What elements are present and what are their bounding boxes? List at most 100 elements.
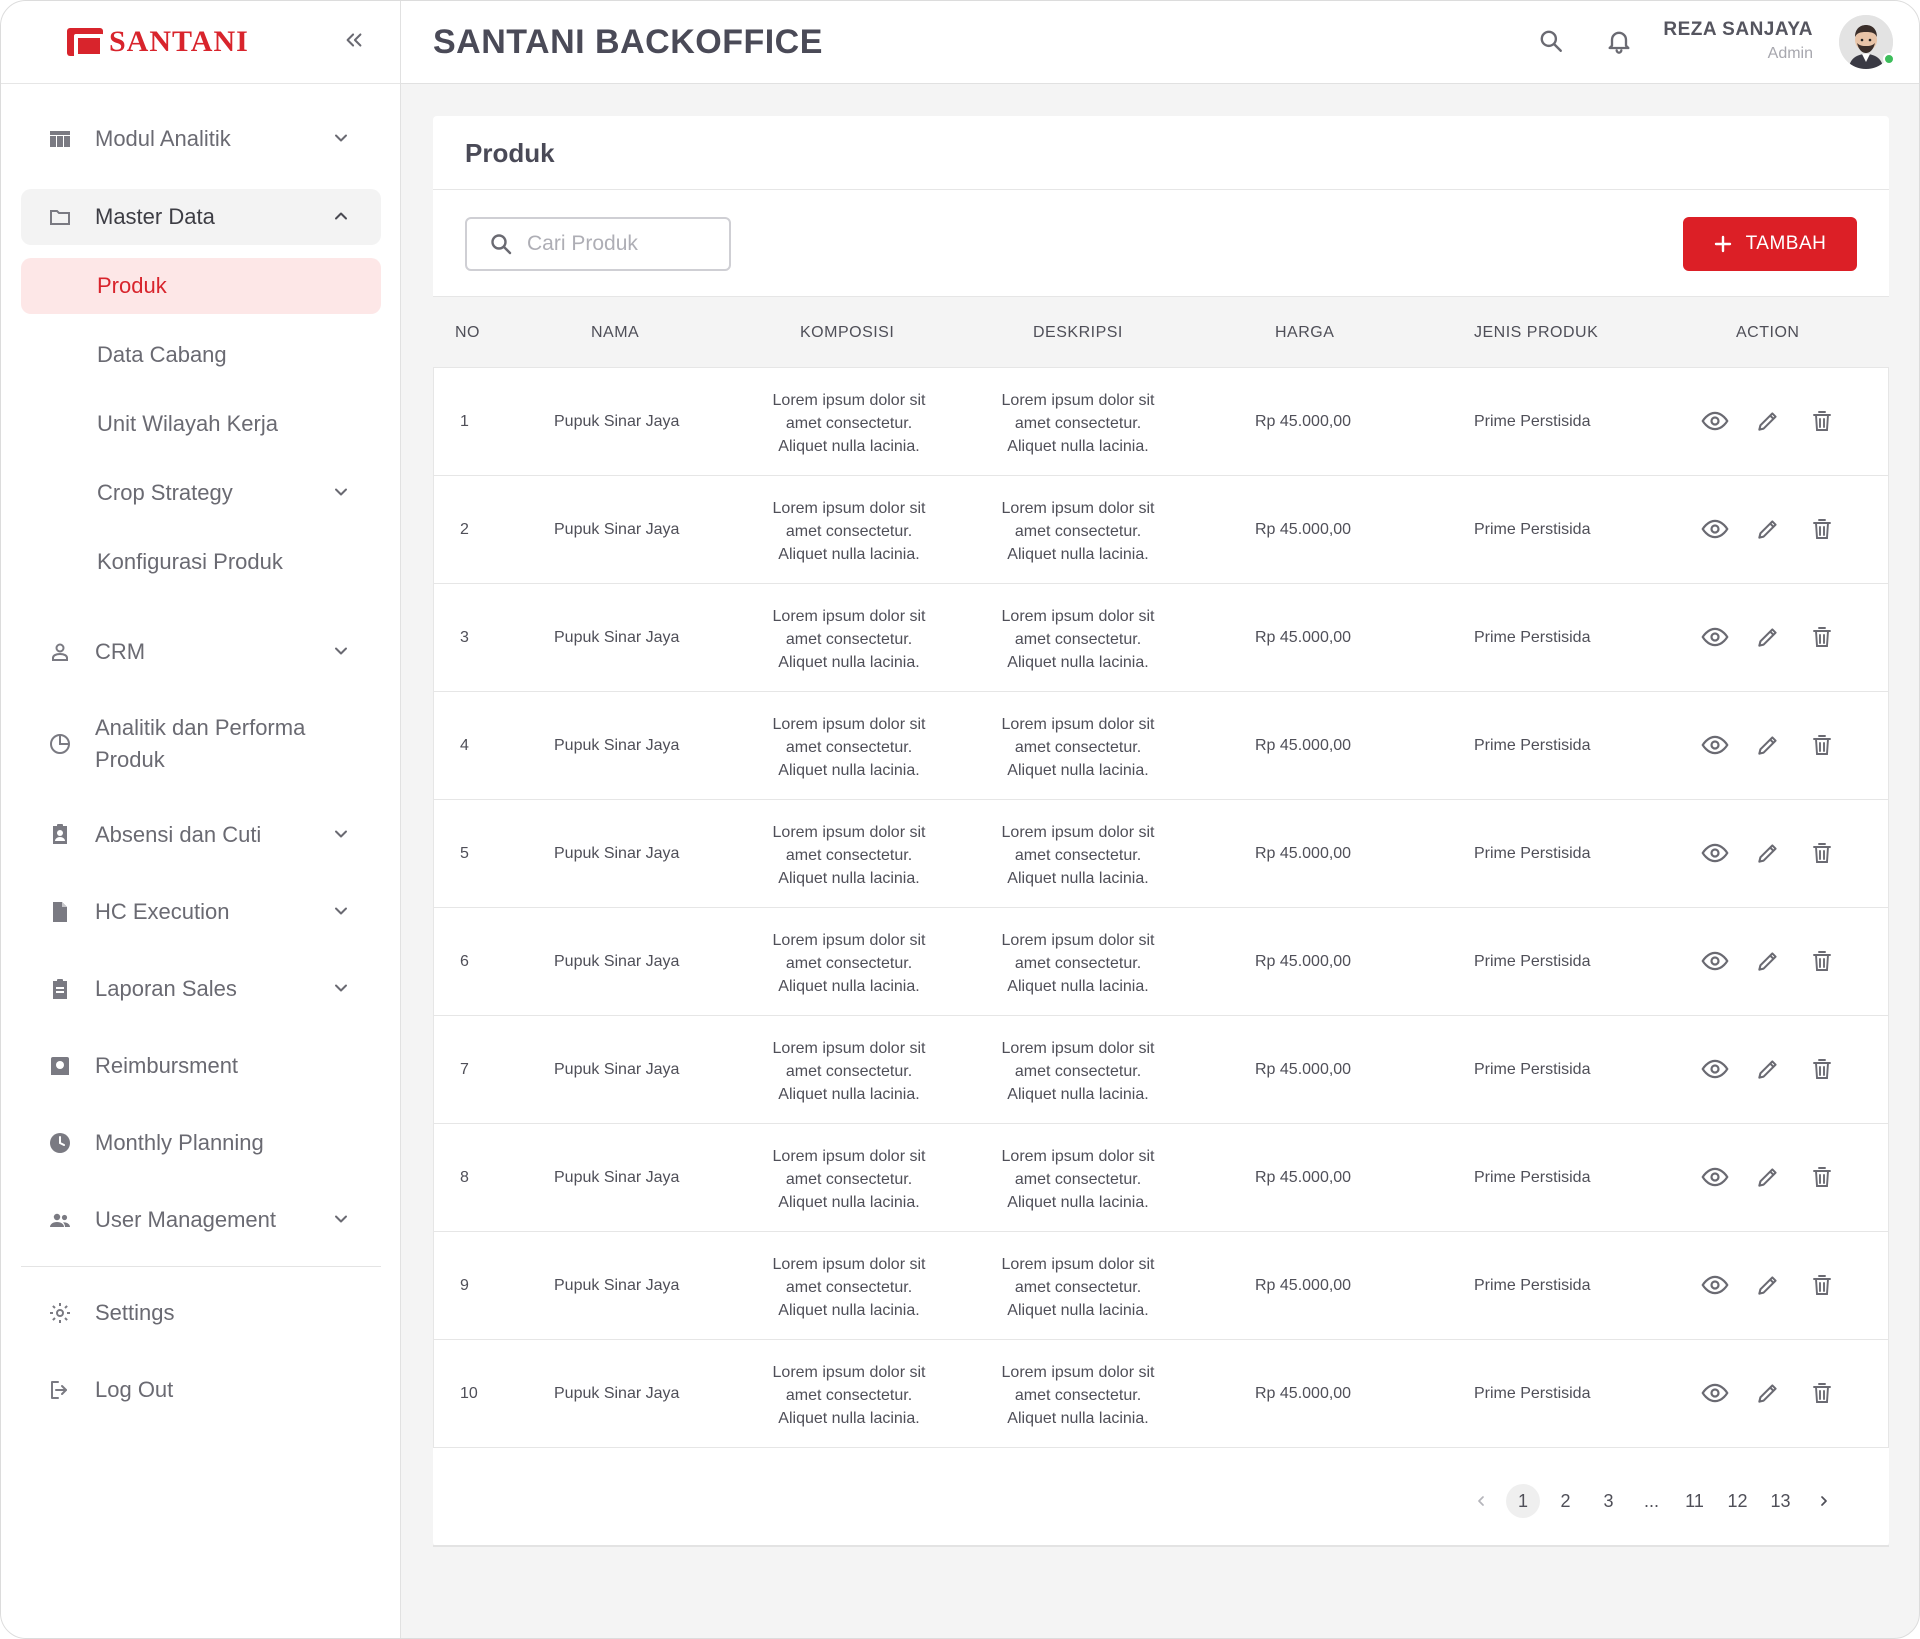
view-button[interactable] — [1700, 1056, 1730, 1086]
cell-line: amet consectetur. — [785, 523, 913, 540]
delete-button[interactable] — [1807, 1272, 1837, 1302]
edit-button[interactable] — [1753, 732, 1783, 762]
pagination-page-2[interactable]: 2 — [1560, 1490, 1571, 1511]
cell-line: Lorem ipsum dolor sit — [772, 1148, 926, 1165]
cell-no: 5 — [460, 845, 469, 862]
cell-nama: Pupuk Sinar Jaya — [554, 413, 680, 430]
sidebar-subitem-data-cabang[interactable]: Data Cabang — [97, 342, 227, 367]
edit-button[interactable] — [1753, 408, 1783, 438]
table-row: 9 Pupuk Sinar Jaya Lorem ipsum dolor sit am… — [434, 1232, 1888, 1340]
chevron-down-icon — [335, 830, 347, 838]
users-icon — [47, 1207, 73, 1233]
sidebar-item-logout[interactable]: Log Out — [21, 1362, 381, 1418]
sidebar-item-modul-analitik[interactable]: Modul Analitik — [21, 111, 381, 167]
view-button[interactable] — [1700, 1272, 1730, 1302]
cell-deskripsi: Lorem ipsum dolor sit amet consectetur. Al… — [983, 497, 1173, 566]
cell-line: Lorem ipsum dolor sit — [772, 932, 926, 949]
delete-button[interactable] — [1807, 732, 1837, 762]
delete-button[interactable] — [1807, 1380, 1837, 1410]
cell-komposisi: Lorem ipsum dolor sit amet consectetur. Al… — [754, 1253, 944, 1322]
edit-button[interactable] — [1753, 840, 1783, 870]
cell-jenis-produk: Prime Perstisida — [1474, 629, 1591, 646]
cell-no: 10 — [460, 1385, 478, 1402]
eye-icon — [1701, 947, 1729, 980]
delete-button[interactable] — [1807, 948, 1837, 978]
cell-line: amet consectetur. — [1014, 631, 1142, 648]
cell-line: amet consectetur. — [785, 739, 913, 756]
pagination-prev-button[interactable] — [1459, 1483, 1502, 1519]
cell-line: Lorem ipsum dolor sit — [772, 1256, 926, 1273]
delete-button[interactable] — [1807, 516, 1837, 546]
sidebar-item-label: Absensi dan Cuti — [95, 822, 262, 847]
pagination-page-11[interactable]: 11 — [1685, 1490, 1704, 1511]
view-button[interactable] — [1700, 624, 1730, 654]
notifications-button[interactable] — [1603, 25, 1635, 57]
view-button[interactable] — [1700, 840, 1730, 870]
pencil-icon — [1755, 408, 1781, 439]
sidebar-item-laporan-sales[interactable]: Laporan Sales — [21, 961, 381, 1017]
cell-harga: Rp 45.000,00 — [1255, 413, 1352, 430]
search-icon — [1540, 30, 1562, 52]
delete-button[interactable] — [1807, 840, 1837, 870]
pagination-page-1[interactable]: 1 — [1506, 1484, 1540, 1518]
sidebar-item-absensi-cuti[interactable]: Absensi dan Cuti — [21, 807, 381, 863]
sidebar-item-label: Master Data — [95, 204, 215, 229]
view-button[interactable] — [1700, 948, 1730, 978]
view-button[interactable] — [1700, 1164, 1730, 1194]
header-search-button[interactable] — [1535, 25, 1567, 57]
trash-icon — [1810, 948, 1834, 979]
sidebar-subitem-konfigurasi-produk[interactable]: Konfigurasi Produk — [97, 549, 283, 574]
delete-button[interactable] — [1807, 408, 1837, 438]
view-button[interactable] — [1700, 732, 1730, 762]
edit-button[interactable] — [1753, 624, 1783, 654]
cell-nama: Pupuk Sinar Jaya — [554, 737, 680, 754]
table-row: 7 Pupuk Sinar Jaya Lorem ipsum dolor sit am… — [434, 1016, 1888, 1124]
add-button[interactable]: TAMBAH — [1683, 217, 1857, 271]
table-row: 5 Pupuk Sinar Jaya Lorem ipsum dolor sit am… — [434, 800, 1888, 908]
brand-logo[interactable]: SANTANI — [67, 25, 249, 59]
sidebar-subitem-unit-wilayah-kerja[interactable]: Unit Wilayah Kerja — [97, 411, 278, 436]
sidebar-item-user-management[interactable]: User Management — [21, 1192, 381, 1248]
sidebar-subitem-produk[interactable]: Produk — [21, 258, 381, 314]
cell-komposisi: Lorem ipsum dolor sit amet consectetur. Al… — [754, 929, 944, 998]
cell-line: Lorem ipsum dolor sit — [1001, 1256, 1155, 1273]
cell-nama: Pupuk Sinar Jaya — [554, 1277, 680, 1294]
pagination-next-button[interactable] — [1802, 1483, 1845, 1519]
table-row: 3 Pupuk Sinar Jaya Lorem ipsum dolor sit am… — [434, 584, 1888, 692]
cell-line: amet consectetur. — [785, 415, 913, 432]
cell-line: amet consectetur. — [785, 955, 913, 972]
sidebar-item-monthly-planning[interactable]: Monthly Planning — [21, 1115, 381, 1171]
delete-button[interactable] — [1807, 624, 1837, 654]
avatar[interactable] — [1839, 15, 1893, 69]
edit-button[interactable] — [1753, 1380, 1783, 1410]
pagination-page-3[interactable]: 3 — [1603, 1490, 1614, 1511]
table-row: 10 Pupuk Sinar Jaya Lorem ipsum dolor sit a… — [434, 1340, 1888, 1448]
sidebar-item-hc-execution[interactable]: HC Execution — [21, 884, 381, 940]
pagination-page-13[interactable]: 13 — [1770, 1490, 1791, 1511]
cell-jenis-produk: Prime Perstisida — [1474, 1061, 1591, 1078]
view-button[interactable] — [1700, 1380, 1730, 1410]
pencil-icon — [1755, 1164, 1781, 1195]
view-button[interactable] — [1700, 516, 1730, 546]
cell-line: Lorem ipsum dolor sit — [1001, 1148, 1155, 1165]
sidebar-item-analitik-performa-produk[interactable]: Analitik dan Performa Produk — [21, 702, 381, 786]
collapse-sidebar-button[interactable] — [339, 25, 369, 55]
edit-button[interactable] — [1753, 1164, 1783, 1194]
sidebar-item-crm[interactable]: CRM — [21, 624, 381, 680]
sidebar-item-master-data[interactable]: Master Data — [21, 189, 381, 245]
edit-button[interactable] — [1753, 1056, 1783, 1086]
edit-button[interactable] — [1753, 948, 1783, 978]
edit-button[interactable] — [1753, 516, 1783, 546]
pagination-page-12[interactable]: 12 — [1727, 1490, 1748, 1511]
edit-button[interactable] — [1753, 1272, 1783, 1302]
sidebar-subitem-crop-strategy[interactable]: Crop Strategy — [21, 465, 381, 521]
cell-jenis-produk: Prime Perstisida — [1474, 953, 1591, 970]
search-input[interactable]: Cari Produk — [465, 217, 731, 271]
add-button-label: TAMBAH — [1745, 233, 1827, 254]
view-button[interactable] — [1700, 408, 1730, 438]
sidebar-item-settings[interactable]: Settings — [21, 1285, 381, 1341]
delete-button[interactable] — [1807, 1164, 1837, 1194]
delete-button[interactable] — [1807, 1056, 1837, 1086]
cell-nama: Pupuk Sinar Jaya — [554, 1169, 680, 1186]
sidebar-item-reimbursment[interactable]: Reimbursment — [21, 1038, 381, 1094]
